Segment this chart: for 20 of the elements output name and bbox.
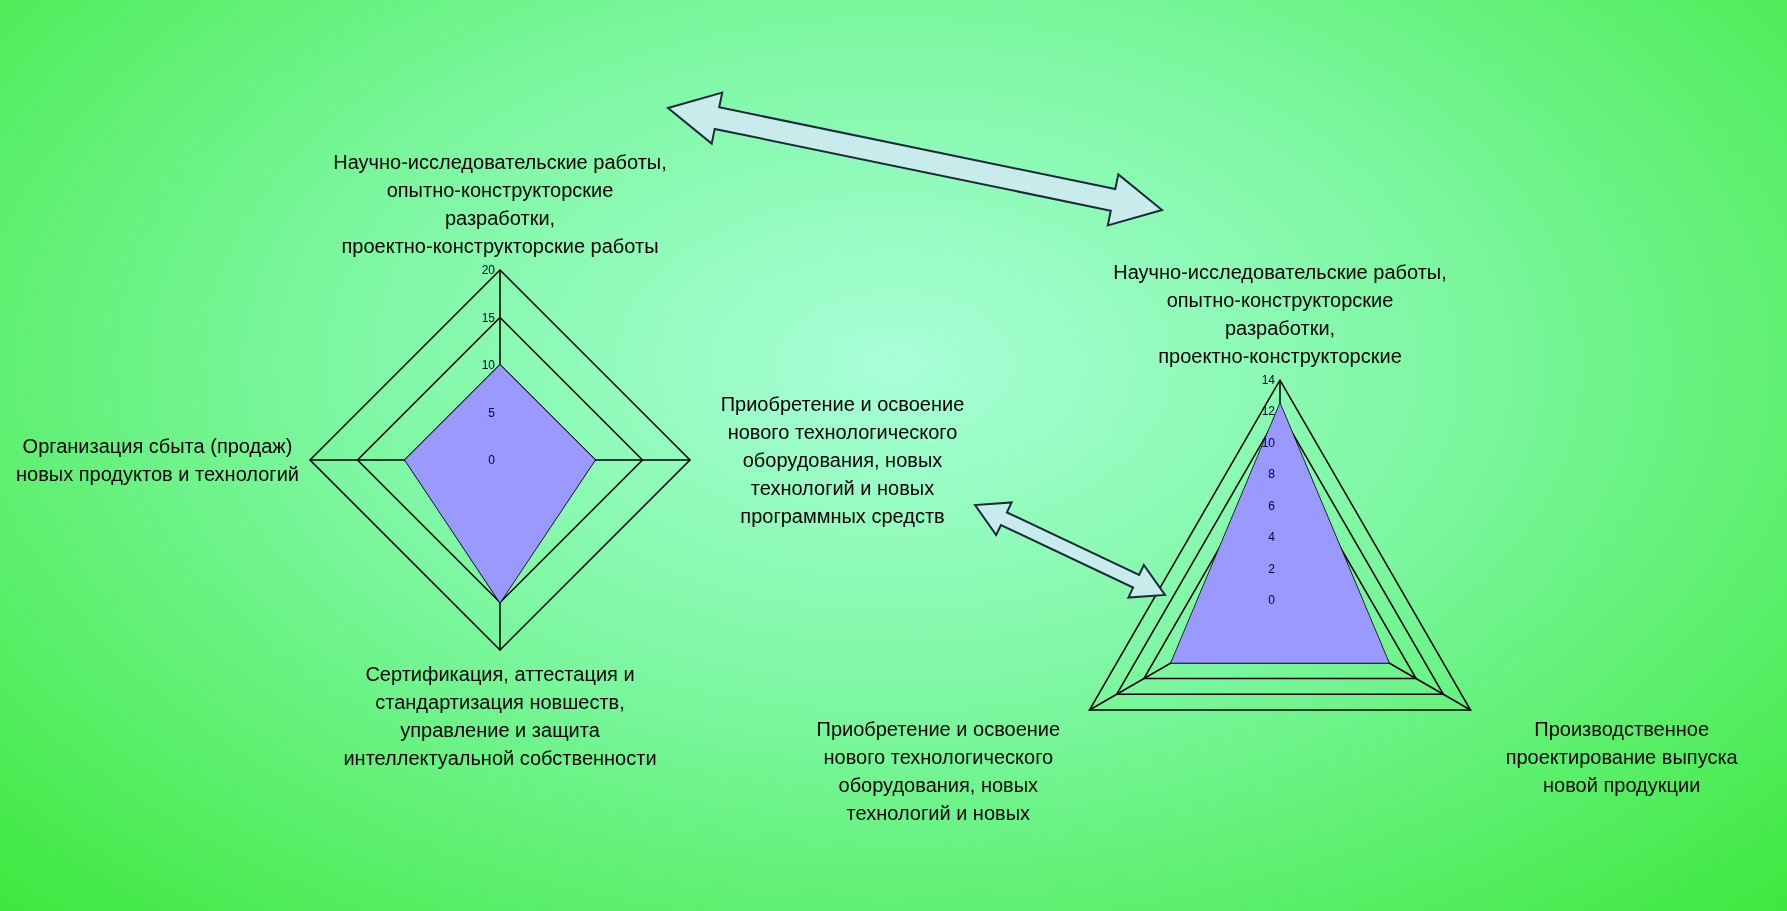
spoke-label: Сертификация, аттестация и стандартизация новшеств, управление и защита интеллектуальной собственности	[343, 663, 657, 769]
y-tick-label: 12	[1261, 404, 1276, 419]
y-tick-label: 15	[481, 310, 496, 325]
spoke-label: Приобретение и освоение нового технологического оборудования, новых технологий и новых	[816, 718, 1061, 824]
y-tick-label: 6	[1268, 498, 1276, 513]
spoke-label: Организация сбыта (продаж) новых продуктов и технологий	[16, 435, 299, 485]
y-tick-label: 20	[481, 263, 496, 277]
y-tick-label: 14	[1261, 373, 1276, 387]
y-tick-label: 8	[1268, 467, 1276, 482]
y-tick-label: 0	[488, 453, 496, 467]
y-tick-label: 10	[481, 358, 496, 372]
y-tick-label: 0	[1268, 593, 1276, 607]
y-tick-label: 5	[488, 405, 496, 420]
y-tick-label: 2	[1268, 561, 1276, 576]
y-tick-label: 4	[1268, 530, 1276, 545]
y-tick-label: 10	[1261, 435, 1276, 450]
spoke-label: Производственное проектирование выпуска новой продукции	[1505, 718, 1739, 796]
spoke-label: Научно-исследовательские работы, опытно-конструкторские разработки, проектно-конструкторские	[1113, 261, 1447, 367]
spoke-label: Приобретение и освоение нового технологического оборудования, новых технологий и новых программных средств	[720, 393, 965, 527]
spoke-label: Научно-исследовательские работы, опытно-конструкторские разработки, проектно-конструкторские работы	[333, 151, 667, 257]
